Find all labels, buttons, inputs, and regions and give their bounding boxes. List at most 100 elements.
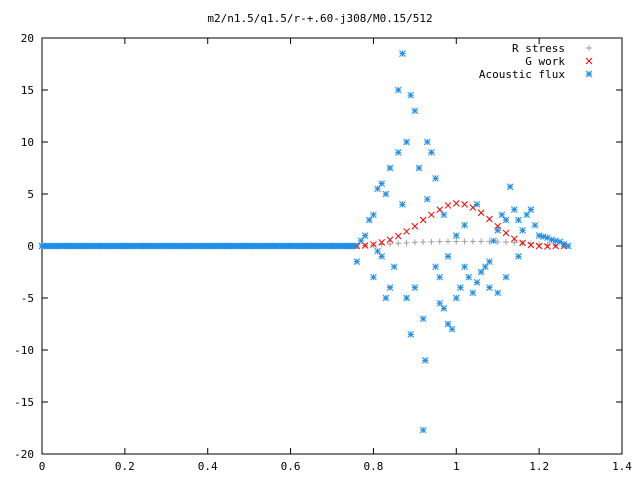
data-point bbox=[478, 238, 485, 245]
data-point bbox=[539, 233, 547, 240]
y-tick-label: -15 bbox=[14, 396, 34, 409]
data-point bbox=[519, 227, 526, 234]
legend-marker bbox=[585, 57, 593, 65]
legend-label: R stress bbox=[512, 42, 565, 55]
data-point bbox=[486, 238, 493, 245]
x-tick-label: 1.2 bbox=[529, 460, 549, 473]
legend-marker bbox=[586, 45, 592, 51]
data-point bbox=[494, 227, 502, 234]
x-tick-label: 0 bbox=[39, 460, 46, 473]
y-tick-label: 10 bbox=[21, 136, 34, 149]
data-point bbox=[461, 238, 468, 245]
data-point bbox=[411, 222, 419, 230]
data-point bbox=[473, 279, 481, 286]
data-point bbox=[419, 426, 427, 434]
data-point bbox=[461, 221, 468, 229]
data-point bbox=[469, 204, 477, 211]
data-point bbox=[361, 232, 369, 239]
y-tick-label: 15 bbox=[21, 84, 34, 97]
data-point bbox=[564, 242, 572, 250]
data-point bbox=[420, 239, 427, 246]
data-point bbox=[440, 211, 448, 219]
legend-label: G work bbox=[525, 55, 565, 68]
data-point bbox=[407, 91, 415, 99]
data-point bbox=[370, 273, 377, 281]
data-point bbox=[469, 238, 476, 245]
data-point bbox=[544, 243, 551, 250]
data-point bbox=[394, 149, 402, 156]
axes: 0 0.2 0.4 0.6 0.8 1 1.2 1.4 -20 -15 -10 -5 0 5 10 15 20 bbox=[14, 32, 632, 473]
data-point bbox=[452, 232, 460, 239]
data-point bbox=[444, 202, 452, 209]
data-point bbox=[494, 238, 501, 245]
data-point bbox=[382, 294, 390, 302]
data-point bbox=[552, 237, 560, 245]
data-point bbox=[535, 242, 543, 250]
data-point bbox=[436, 206, 444, 213]
data-point bbox=[436, 273, 444, 281]
series-plus bbox=[353, 238, 567, 249]
data-point bbox=[421, 357, 429, 364]
data-point bbox=[411, 107, 419, 115]
x-tick-label: 0.4 bbox=[198, 460, 218, 473]
data-point bbox=[457, 284, 464, 291]
data-point bbox=[510, 235, 518, 243]
data-point bbox=[502, 229, 510, 237]
y-tick-label: 20 bbox=[21, 32, 34, 45]
data-point bbox=[444, 320, 452, 328]
data-point bbox=[436, 238, 443, 245]
data-point bbox=[548, 236, 555, 244]
data-point bbox=[498, 211, 506, 219]
data-point bbox=[432, 263, 439, 271]
data-point bbox=[527, 241, 535, 249]
y-tick-label: -20 bbox=[14, 448, 34, 461]
data-point bbox=[486, 284, 493, 291]
data-point bbox=[370, 211, 377, 219]
x-tick-label: 0.6 bbox=[281, 460, 301, 473]
data-point bbox=[386, 284, 394, 291]
legend-label: Acoustic flux bbox=[479, 68, 565, 81]
data-point bbox=[370, 241, 377, 248]
data-point bbox=[403, 294, 410, 302]
y-tick-label: 0 bbox=[27, 240, 34, 253]
data-point bbox=[353, 258, 361, 265]
data-point bbox=[535, 232, 543, 239]
data-point bbox=[407, 331, 415, 338]
data-point bbox=[502, 273, 510, 281]
data-point bbox=[428, 211, 435, 219]
acoustic-baseline bbox=[38, 242, 359, 250]
data-point bbox=[473, 201, 481, 208]
data-point bbox=[444, 253, 452, 260]
data-point bbox=[490, 237, 497, 245]
data-point bbox=[486, 258, 493, 265]
data-point bbox=[390, 263, 398, 271]
data-point bbox=[428, 149, 435, 156]
data-point bbox=[378, 180, 386, 187]
data-point bbox=[432, 175, 439, 182]
data-point bbox=[515, 253, 522, 260]
data-point bbox=[419, 315, 427, 323]
data-point bbox=[469, 289, 477, 297]
data-point bbox=[423, 138, 431, 146]
data-point bbox=[461, 263, 468, 271]
data-point bbox=[448, 325, 456, 333]
x-tick-label: 1 bbox=[453, 460, 460, 473]
data-point bbox=[527, 206, 535, 213]
data-point bbox=[452, 200, 460, 207]
data-point bbox=[378, 253, 386, 260]
data-point bbox=[428, 238, 435, 245]
data-point bbox=[365, 216, 373, 224]
data-point bbox=[503, 239, 509, 246]
data-point bbox=[515, 216, 522, 224]
data-point bbox=[419, 216, 427, 224]
data-point bbox=[440, 305, 448, 312]
x-tick-label: 0.2 bbox=[115, 460, 135, 473]
x-tick-label: 0.8 bbox=[363, 460, 383, 473]
data-point bbox=[374, 247, 381, 255]
data-point bbox=[519, 239, 526, 247]
data-point bbox=[477, 209, 485, 217]
data-point bbox=[386, 236, 394, 244]
chart-title: m2/n1.5/q1.5/r-+.60-j308/M0.15/512 bbox=[207, 12, 432, 25]
data-point bbox=[511, 239, 518, 246]
data-point bbox=[395, 240, 402, 247]
